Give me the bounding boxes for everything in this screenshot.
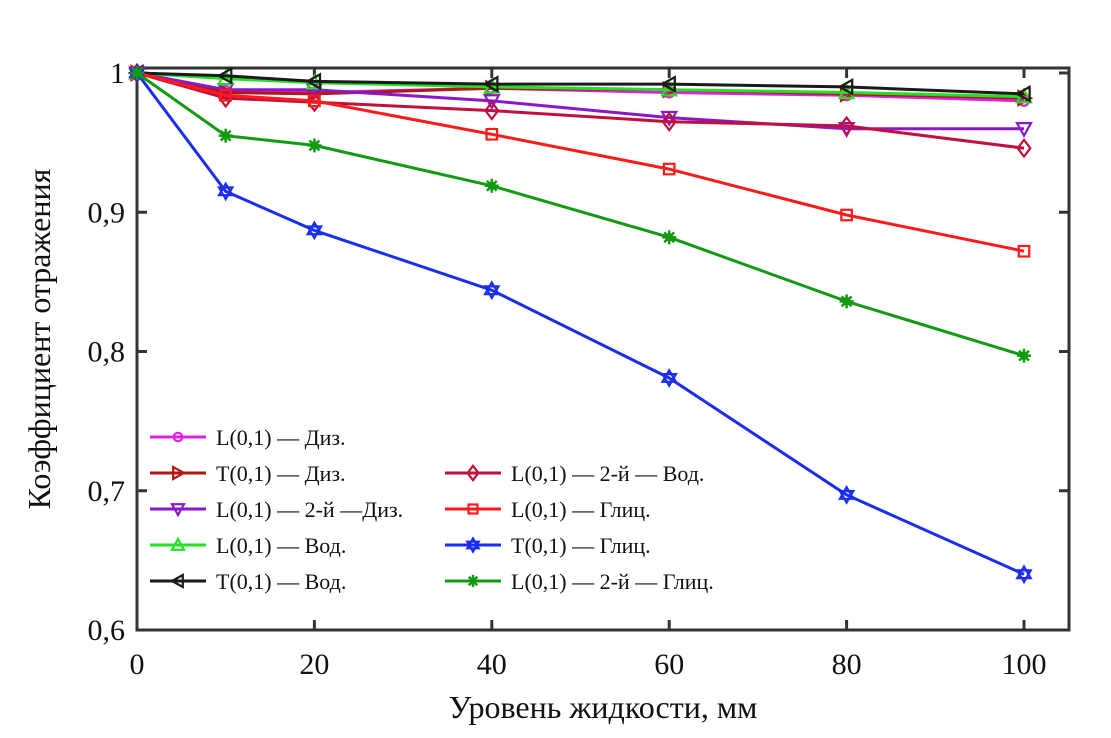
triangle-left-marker [1014,85,1031,103]
legend-label: T(0,1) — Вод. [216,569,346,594]
x-tick-label: 40 [477,648,507,681]
legend-item: L(0,1) — Диз. [150,425,346,450]
y-tick-label: 0,7 [88,475,126,508]
square-marker [308,94,321,108]
legend-label: L(0,1) — Вод. [216,533,346,558]
hexagram-marker [483,280,501,301]
asterisk-marker [1017,348,1031,363]
circle-marker [172,431,184,443]
legend-item: L(0,1) — 2-й — Вод. [445,461,704,486]
hexagram-marker [465,536,481,554]
asterisk-marker [467,575,479,587]
hexagram-marker [305,220,324,241]
series-line [136,71,1025,253]
legend-label: L(0,1) — Диз. [216,425,346,450]
legend-item: L(0,1) — Глиц. [445,497,651,522]
series-7 [130,66,1031,258]
series-layer [127,62,1034,585]
triangle-down-marker [1015,121,1033,138]
triangle-down-marker [170,503,186,518]
asterisk-marker [662,230,677,245]
diamond-marker [484,100,500,121]
legend-item: T(0,1) — Вод. [150,569,346,594]
triangle-down-marker [482,94,501,111]
legend-label: L(0,1) — 2-й —Диз. [216,497,403,522]
square-marker [219,88,233,102]
hexagram-marker [217,181,235,202]
triangle-left-marker [837,78,854,96]
legend-label: L(0,1) — Глиц. [511,497,651,522]
triangle-left-marker [482,75,499,94]
asterisk-marker [130,66,144,80]
series-line [135,72,1025,576]
x-tick-label: 80 [832,648,862,681]
legend-item: T(0,1) — Глиц. [445,533,651,558]
series-line [136,71,1025,150]
triangle-left-marker [659,75,676,94]
legend: L(0,1) — Диз. T(0,1) — Диз. L(0,1) — 2-й —… [150,425,714,594]
x-tick-label: 20 [299,648,329,681]
x-axis-title: Уровень жидкости, мм [449,689,758,725]
square-marker [840,208,853,222]
y-tick-label: 0,6 [88,614,126,647]
legend-item: L(0,1) — 2-й —Диз. [150,497,403,522]
diamond-marker [1016,137,1032,159]
legend-item: L(0,1) — Вод. [150,533,346,558]
square-marker [467,503,479,515]
diamond-marker [838,115,855,137]
legend-label: L(0,1) — 2-й — Глиц. [511,569,714,594]
square-marker [485,127,499,141]
triangle-left-marker [216,66,233,85]
series-line [136,71,1025,96]
square-marker [1017,244,1031,258]
square-marker [662,162,676,176]
y-tick-label: 0,9 [88,196,126,229]
triangle-left-marker [169,573,184,589]
legend-item: L(0,1) — 2-й — Глиц. [445,569,714,594]
legend-label: L(0,1) — 2-й — Вод. [511,461,704,486]
axes: 0 20 40 60 80 100 0,6 0,7 0,8 0,9 1 [88,57,1071,681]
diamond-marker [466,463,480,483]
legend-label: T(0,1) — Диз. [216,461,346,486]
triangle-left-marker [305,72,322,91]
x-tick-label: 100 [1002,648,1047,681]
hexagram-marker [660,368,678,388]
y-axis-title: Коэффициент отражения [21,168,57,509]
x-tick-label: 60 [654,648,684,681]
diamond-marker [661,111,677,132]
asterisk-marker [484,178,499,193]
x-tick-label: 0 [130,648,145,681]
y-tick-label: 1 [110,57,125,90]
hexagram-marker [1015,564,1033,585]
asterisk-marker [307,138,322,153]
series-5 [127,64,1031,103]
triangle-up-marker [170,536,186,551]
hexagram-marker [837,485,856,505]
asterisk-marker [839,294,854,309]
legend-item: T(0,1) — Диз. [150,461,346,486]
legend-label: T(0,1) — Глиц. [511,533,651,558]
y-tick-label: 0,8 [88,336,126,369]
triangle-right-marker [172,465,187,481]
asterisk-marker [218,128,233,143]
series-9 [130,66,1031,363]
plot-frame [135,66,1071,632]
